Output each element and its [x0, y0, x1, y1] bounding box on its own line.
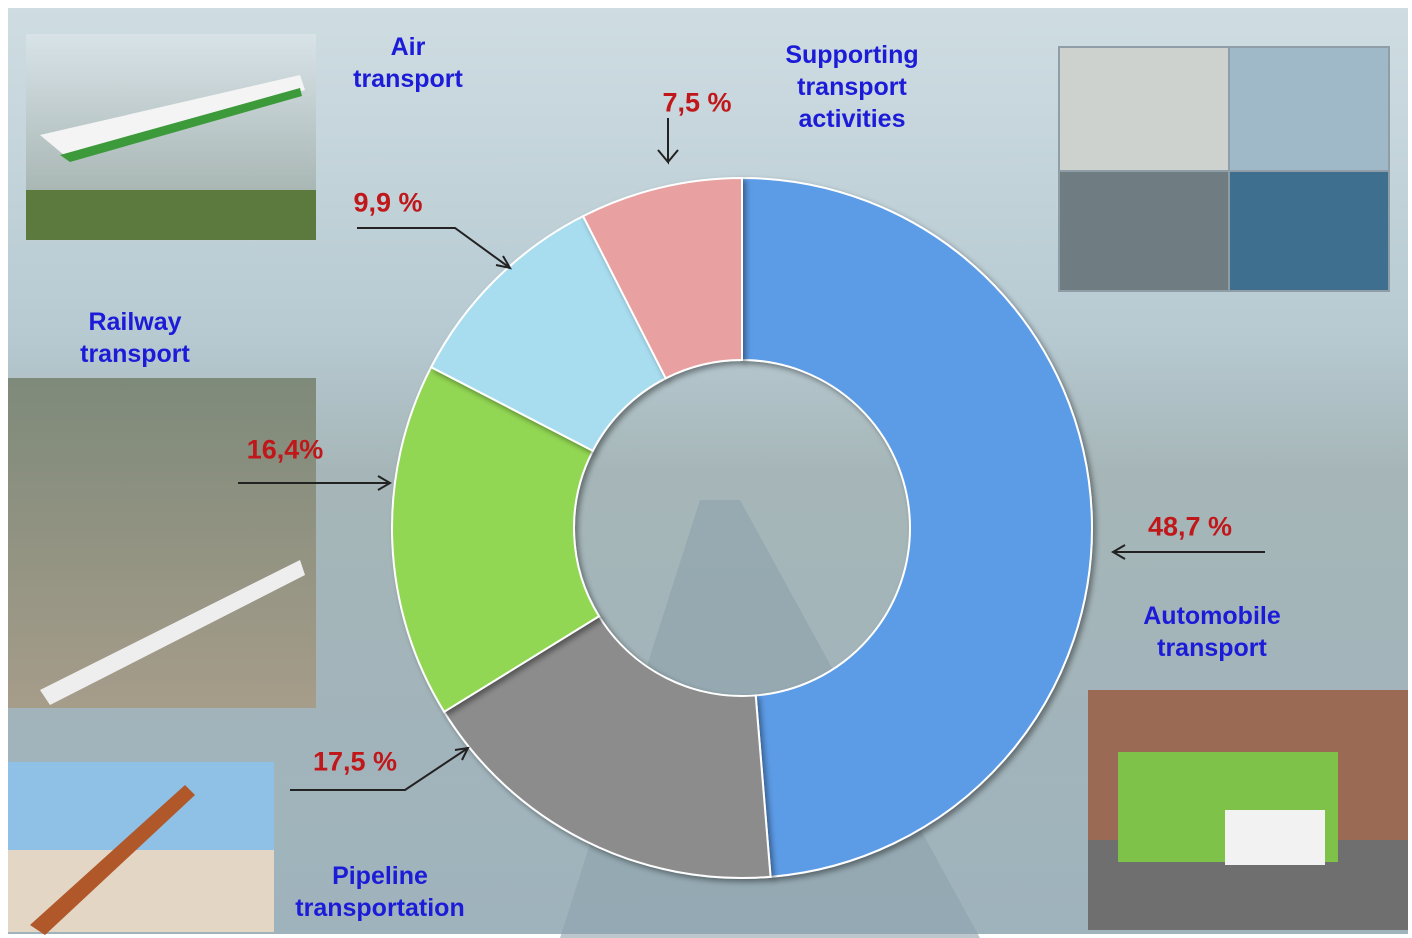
value-label: 17,5 % [313, 747, 397, 778]
category-label: Air transport [338, 31, 478, 95]
photo-support [1058, 46, 1390, 292]
value-label: 7,5 % [662, 88, 731, 119]
page: {"chart_data": {"type": "donut", "catego… [0, 0, 1412, 938]
photo-air [26, 34, 316, 240]
photo-auto [1088, 690, 1408, 930]
value-label: 16,4% [247, 435, 324, 466]
category-label: Automobile transport [1127, 600, 1297, 664]
category-label: Supporting transport activities [767, 39, 937, 135]
value-label: 48,7 % [1148, 512, 1232, 543]
value-label: 9,9 % [353, 188, 422, 219]
category-label: Railway transport [60, 306, 210, 370]
category-label: Pipeline transportation [270, 860, 490, 924]
photo-pipeline [8, 762, 274, 935]
chart [0, 0, 1412, 938]
photo-rail [8, 378, 316, 708]
